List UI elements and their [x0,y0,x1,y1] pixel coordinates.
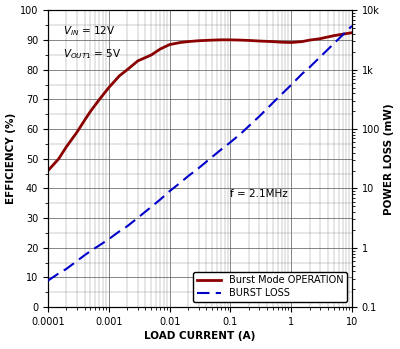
Burst Mode OPERATION [307,38,312,42]
BURST LOSS [46,279,50,283]
BURST LOSS [178,181,183,185]
Legend: Burst Mode OPERATION, BURST LOSS: Burst Mode OPERATION, BURST LOSS [193,272,347,302]
Burst Mode OPERATION [340,32,345,36]
BURST LOSS [340,33,345,37]
BURST LOSS [279,92,284,96]
Text: $V_{OUT1}$ = 5V: $V_{OUT1}$ = 5V [63,47,122,61]
Burst Mode OPERATION [300,39,304,44]
BURST LOSS [300,72,304,76]
BURST LOSS [158,198,162,202]
Burst Mode OPERATION [56,157,61,161]
Y-axis label: POWER LOSS (mW): POWER LOSS (mW) [384,103,394,215]
BURST LOSS [239,131,244,135]
BURST LOSS [228,140,233,144]
X-axis label: LOAD CURRENT (A): LOAD CURRENT (A) [144,331,256,341]
Burst Mode OPERATION [270,39,275,44]
Burst Mode OPERATION [279,40,284,44]
BURST LOSS [307,65,312,69]
BURST LOSS [125,224,130,229]
BURST LOSS [82,253,87,257]
Burst Mode OPERATION [97,97,102,102]
BURST LOSS [318,55,323,59]
Burst Mode OPERATION [46,169,50,173]
Line: Burst Mode OPERATION: Burst Mode OPERATION [48,33,352,171]
Burst Mode OPERATION [158,47,162,51]
BURST LOSS [97,243,102,247]
Burst Mode OPERATION [186,39,190,44]
Burst Mode OPERATION [88,109,93,113]
Burst Mode OPERATION [106,86,111,90]
BURST LOSS [136,216,140,220]
Burst Mode OPERATION [350,31,354,35]
Burst Mode OPERATION [136,59,140,63]
BURST LOSS [167,189,172,193]
BURST LOSS [64,267,69,271]
Burst Mode OPERATION [210,38,214,42]
Burst Mode OPERATION [289,40,294,45]
BURST LOSS [106,237,111,241]
Burst Mode OPERATION [167,43,172,47]
BURST LOSS [56,271,61,275]
Burst Mode OPERATION [196,39,201,43]
Burst Mode OPERATION [82,118,87,122]
Burst Mode OPERATION [228,38,233,42]
BURST LOSS [289,83,294,87]
BURST LOSS [270,101,275,105]
Burst Mode OPERATION [75,130,80,134]
BURST LOSS [88,249,93,253]
Burst Mode OPERATION [64,145,69,149]
BURST LOSS [210,155,214,159]
BURST LOSS [257,114,262,118]
Text: $V_{IN}$ = 12V: $V_{IN}$ = 12V [63,24,116,38]
Burst Mode OPERATION [257,39,262,43]
Text: f = 2.1MHz: f = 2.1MHz [230,190,288,199]
Burst Mode OPERATION [149,53,154,57]
BURST LOSS [149,205,154,209]
Burst Mode OPERATION [117,74,122,78]
BURST LOSS [186,174,190,178]
Burst Mode OPERATION [125,68,130,72]
BURST LOSS [246,124,251,128]
BURST LOSS [117,229,122,233]
Burst Mode OPERATION [331,34,336,38]
BURST LOSS [331,42,336,46]
Burst Mode OPERATION [218,38,223,42]
BURST LOSS [218,148,223,152]
BURST LOSS [75,259,80,263]
BURST LOSS [196,166,201,170]
Burst Mode OPERATION [178,40,183,45]
Y-axis label: EFFICIENCY (%): EFFICIENCY (%) [6,113,16,205]
BURST LOSS [350,24,354,28]
Burst Mode OPERATION [239,38,244,42]
Line: BURST LOSS: BURST LOSS [48,26,352,281]
Burst Mode OPERATION [246,38,251,43]
Burst Mode OPERATION [318,37,323,41]
